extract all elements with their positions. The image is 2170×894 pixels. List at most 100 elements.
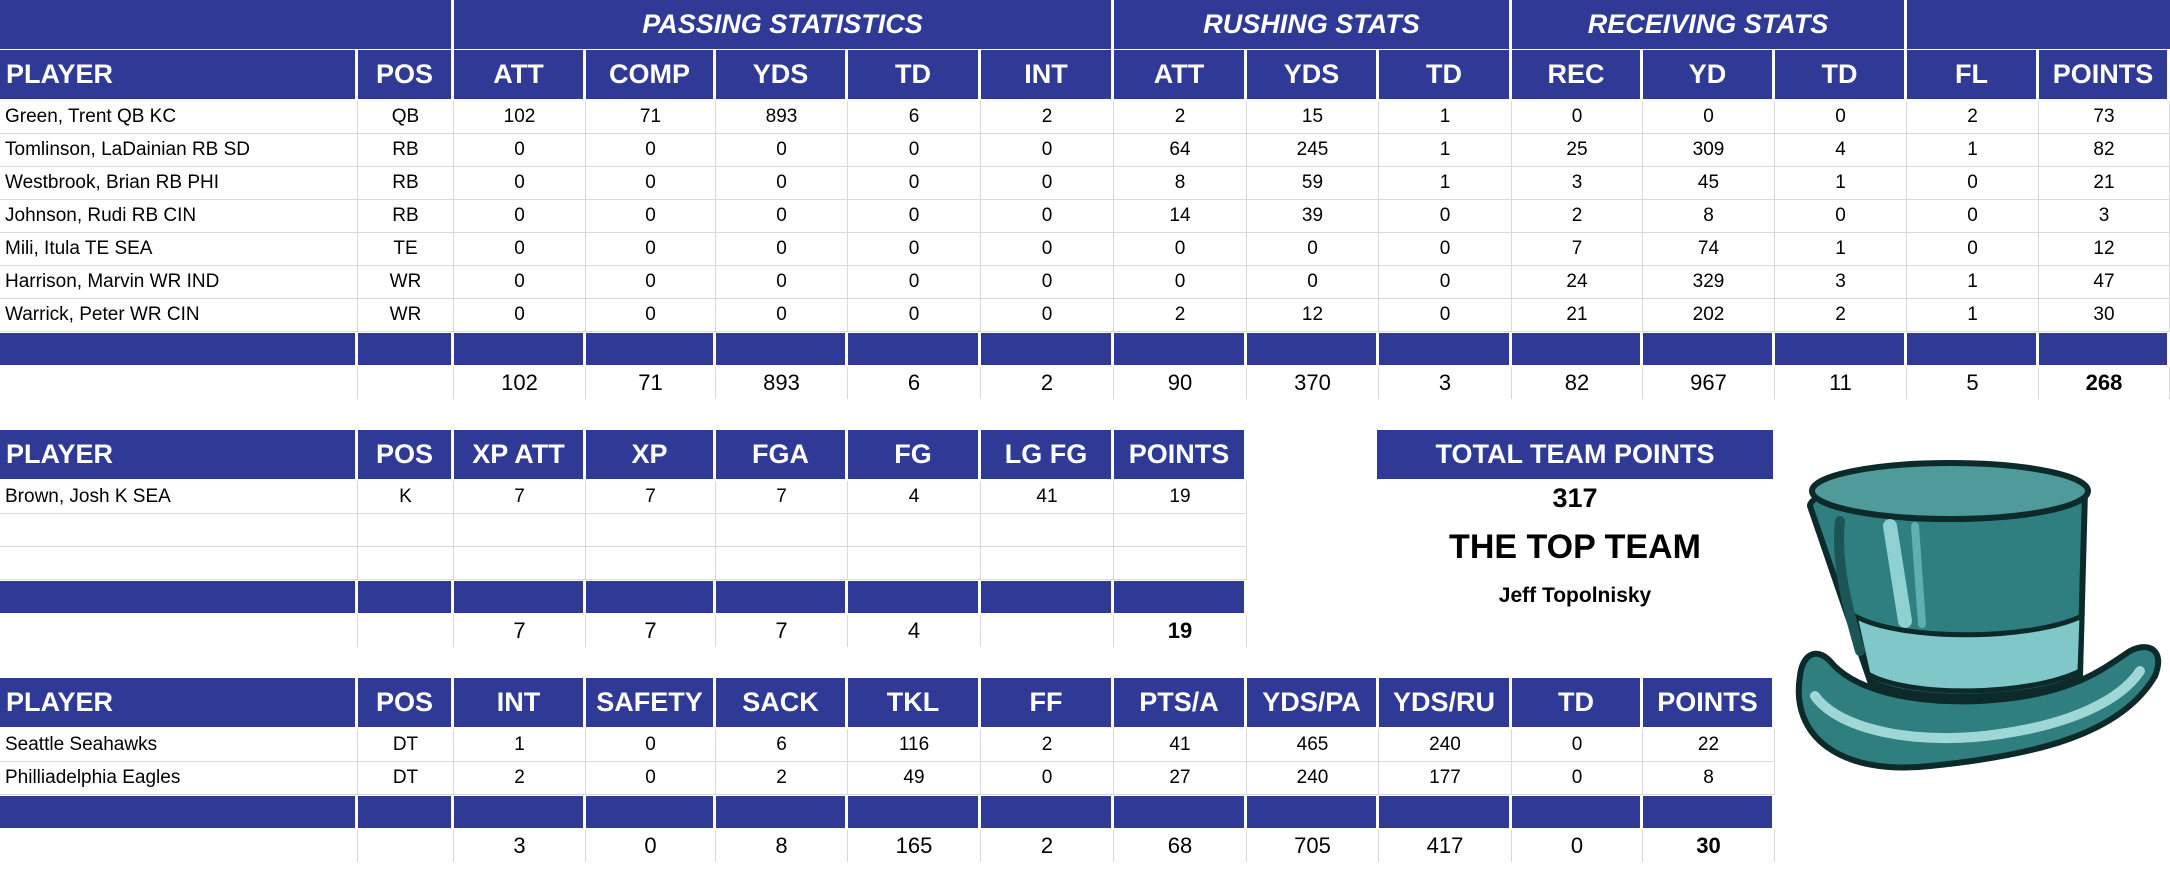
kicker-total-cell xyxy=(0,615,358,647)
offense-cell: 0 xyxy=(1379,233,1512,266)
defense-cell: DT xyxy=(358,729,454,762)
offense-col-header: TD xyxy=(1775,50,1904,99)
offense-cell: 21 xyxy=(2039,167,2170,200)
offense-cell: 1 xyxy=(1907,266,2039,299)
offense-cell: 1 xyxy=(1379,167,1512,200)
kicker-cell xyxy=(358,514,454,547)
defense-total-cell: 3 xyxy=(454,830,586,862)
kicker-divider-bar xyxy=(981,581,1111,613)
kicker-col-header: FGA xyxy=(716,430,845,479)
offense-divider-bar xyxy=(1643,333,1772,365)
kicker-cell xyxy=(0,547,358,580)
offense-cell: 0 xyxy=(1775,101,1907,134)
offense-cell: 24 xyxy=(1512,266,1643,299)
offense-cell: 0 xyxy=(716,200,848,233)
offense-cell: RB xyxy=(358,200,454,233)
offense-cell: 0 xyxy=(1379,266,1512,299)
defense-cell: 0 xyxy=(586,762,716,795)
offense-cell: 0 xyxy=(454,233,586,266)
offense-cell: Johnson, Rudi RB CIN xyxy=(0,200,358,233)
defense-cell: 2 xyxy=(981,729,1114,762)
defense-cell: 240 xyxy=(1247,762,1379,795)
offense-col-header: REC xyxy=(1512,50,1640,99)
offense-cell: 39 xyxy=(1247,200,1379,233)
offense-group-header: RUSHING STATS xyxy=(1114,0,1509,49)
offense-total-cell: 6 xyxy=(848,367,981,399)
defense-divider-bar xyxy=(0,796,355,828)
defense-cell: 240 xyxy=(1379,729,1512,762)
kicker-col-header: FG xyxy=(848,430,978,479)
defense-divider-bar xyxy=(1247,796,1376,828)
kicker-cell xyxy=(0,514,358,547)
offense-total-cell: 2 xyxy=(981,367,1114,399)
offense-total-cell: 5 xyxy=(1907,367,2039,399)
defense-total-cell: 2 xyxy=(981,830,1114,862)
kicker-col-header: XP ATT xyxy=(454,430,583,479)
offense-cell: 3 xyxy=(1775,266,1907,299)
offense-cell: Warrick, Peter WR CIN xyxy=(0,299,358,332)
offense-cell: 82 xyxy=(2039,134,2170,167)
kicker-cell: K xyxy=(358,481,454,514)
offense-col-header: PLAYER xyxy=(0,50,355,99)
offense-col-header: YDS xyxy=(1247,50,1376,99)
kicker-col-header: LG FG xyxy=(981,430,1111,479)
offense-cell: 0 xyxy=(1907,233,2039,266)
offense-cell: 0 xyxy=(848,134,981,167)
offense-cell: 71 xyxy=(586,101,716,134)
offense-cell: 14 xyxy=(1114,200,1247,233)
kicker-cell xyxy=(848,547,981,580)
offense-divider-bar xyxy=(0,333,355,365)
kicker-cell: 19 xyxy=(1114,481,1247,514)
offense-cell: 0 xyxy=(1114,266,1247,299)
defense-cell: 465 xyxy=(1247,729,1379,762)
offense-cell: 0 xyxy=(1379,299,1512,332)
offense-total-cell xyxy=(0,367,358,399)
offense-cell: Mili, Itula TE SEA xyxy=(0,233,358,266)
defense-col-header: TKL xyxy=(848,678,978,727)
defense-col-header: INT xyxy=(454,678,583,727)
defense-cell: 1 xyxy=(454,729,586,762)
defense-divider-bar xyxy=(358,796,451,828)
defense-cell: 49 xyxy=(848,762,981,795)
defense-total-cell xyxy=(0,830,358,862)
offense-cell: 0 xyxy=(454,167,586,200)
kicker-divider-bar xyxy=(358,581,451,613)
defense-col-header: PLAYER xyxy=(0,678,355,727)
offense-cell: 2 xyxy=(1512,200,1643,233)
defense-total-cell: 0 xyxy=(586,830,716,862)
kicker-total-cell: 7 xyxy=(454,615,586,647)
offense-cell: 0 xyxy=(716,134,848,167)
offense-divider-bar xyxy=(586,333,713,365)
offense-cell: 0 xyxy=(716,299,848,332)
defense-cell: 116 xyxy=(848,729,981,762)
offense-cell: 25 xyxy=(1512,134,1643,167)
offense-cell: 0 xyxy=(1907,200,2039,233)
offense-cell: 4 xyxy=(1775,134,1907,167)
defense-total-cell: 417 xyxy=(1379,830,1512,862)
offense-group-header: RECEIVING STATS xyxy=(1512,0,1904,49)
offense-cell: 21 xyxy=(1512,299,1643,332)
offense-cell: 2 xyxy=(1114,101,1247,134)
defense-cell: 6 xyxy=(716,729,848,762)
kicker-divider-bar xyxy=(848,581,978,613)
offense-cell: 0 xyxy=(848,299,981,332)
defense-cell: 0 xyxy=(1512,762,1643,795)
offense-cell: 3 xyxy=(2039,200,2170,233)
offense-cell: 0 xyxy=(1379,200,1512,233)
kicker-col-header: POINTS xyxy=(1114,430,1244,479)
offense-divider-bar xyxy=(716,333,845,365)
offense-cell: 0 xyxy=(1247,266,1379,299)
offense-cell: 47 xyxy=(2039,266,2170,299)
defense-divider-bar xyxy=(454,796,583,828)
offense-cell: 74 xyxy=(1643,233,1775,266)
offense-cell: 0 xyxy=(586,167,716,200)
offense-cell: 1 xyxy=(1379,134,1512,167)
kicker-cell: 7 xyxy=(586,481,716,514)
offense-col-header: POINTS xyxy=(2039,50,2167,99)
offense-cell: 0 xyxy=(848,167,981,200)
offense-corner-left xyxy=(0,0,451,49)
defense-total-cell: 0 xyxy=(1512,830,1643,862)
offense-total-cell: 3 xyxy=(1379,367,1512,399)
offense-cell: 7 xyxy=(1512,233,1643,266)
defense-cell: Seattle Seahawks xyxy=(0,729,358,762)
